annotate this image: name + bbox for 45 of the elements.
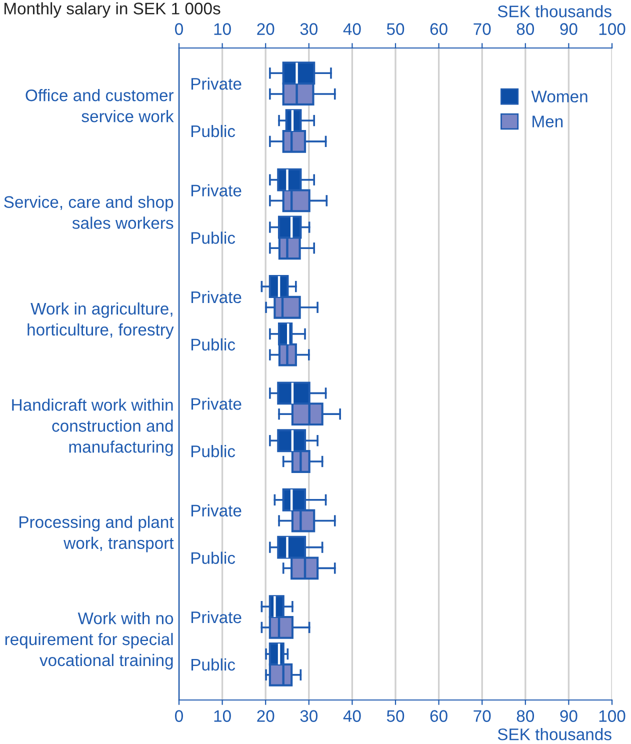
x-tick-label: 100 [599, 710, 626, 722]
y-tick-label: Private [191, 184, 242, 196]
y-tick-label: Private [191, 290, 242, 304]
y-tick-label: Private [191, 504, 242, 517]
x-tick-label: 10 [214, 710, 231, 722]
x-tick-label: 90 [560, 710, 578, 722]
y-tick-label: Public [191, 232, 236, 244]
text: Work with no requirement for special vocational training [5, 612, 174, 670]
x2-tick-label: 80 [516, 23, 534, 35]
y-tick-label: Public [191, 552, 236, 564]
x2-tick-label: 40 [343, 23, 361, 35]
x2-axis-title: SEK thousands [498, 5, 612, 18]
text: Handicraft work within construction and manufacturing [12, 398, 173, 456]
y-tick-label: Public [191, 658, 236, 671]
y-tick-label: Public [191, 445, 236, 458]
x-tick-label: 40 [343, 710, 361, 722]
chart-title: Monthly salary in SEK 1 000s [4, 2, 220, 18]
text: Processing and plant work, transport [20, 516, 174, 552]
x2-tick-label: 0 [175, 23, 183, 35]
x2-tick-label: 90 [560, 23, 578, 35]
y-tick-label: Private [191, 610, 242, 624]
text: Office and customer service work [26, 89, 174, 122]
text: Work in agriculture, horticulture, forestry [28, 302, 174, 339]
legend-label: Women [531, 90, 588, 102]
x-tick-label: 70 [474, 710, 491, 722]
x2-tick-label: 20 [257, 23, 274, 35]
text: Service, care and shop sales workers [4, 196, 174, 229]
x-tick-label: 20 [257, 710, 274, 722]
x2-tick-label: 10 [214, 23, 231, 35]
x2-tick-label: 60 [430, 23, 448, 35]
x-axis-title: SEK thousands [498, 728, 612, 740]
x2-tick-label: 50 [386, 23, 404, 35]
y-tick-label: Public [191, 338, 236, 351]
x2-tick-label: 70 [474, 23, 491, 35]
y-tick-label: Public [191, 124, 236, 138]
y-tick-label: Private [191, 398, 242, 410]
y-tick-label: Private [191, 78, 242, 90]
x2-tick-label: 30 [300, 23, 318, 35]
x-tick-label: 80 [516, 710, 534, 722]
x-tick-label: 50 [386, 710, 404, 722]
x-tick-label: 0 [175, 710, 183, 722]
x-tick-label: 30 [300, 710, 318, 722]
legend-label: Men [532, 116, 563, 128]
x2-tick-label: 100 [599, 23, 626, 35]
x-tick-label: 60 [430, 710, 448, 722]
